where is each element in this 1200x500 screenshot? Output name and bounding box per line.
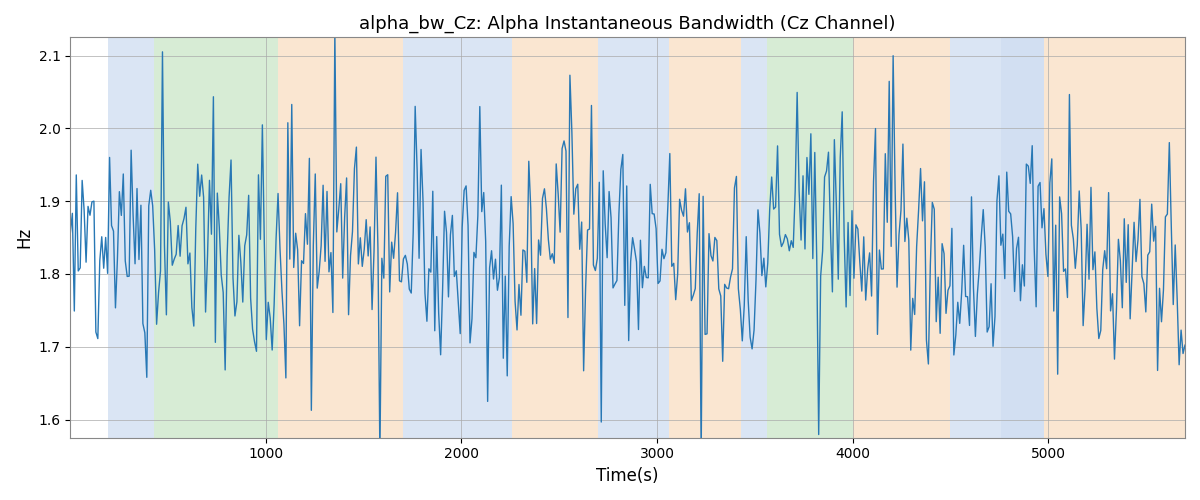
- Bar: [668, 38, 742, 438]
- Bar: [950, 38, 1001, 438]
- Bar: [512, 38, 599, 438]
- Title: alpha_bw_Cz: Alpha Instantaneous Bandwidth (Cz Channel): alpha_bw_Cz: Alpha Instantaneous Bandwid…: [360, 15, 896, 34]
- Bar: [599, 38, 668, 438]
- X-axis label: Time(s): Time(s): [596, 467, 659, 485]
- Bar: [277, 38, 403, 438]
- Bar: [403, 38, 512, 438]
- Bar: [742, 38, 767, 438]
- Bar: [155, 38, 277, 438]
- Bar: [1001, 38, 1044, 438]
- Bar: [767, 38, 852, 438]
- Bar: [852, 38, 950, 438]
- Bar: [1044, 38, 1186, 438]
- Y-axis label: Hz: Hz: [14, 227, 32, 248]
- Bar: [108, 38, 155, 438]
